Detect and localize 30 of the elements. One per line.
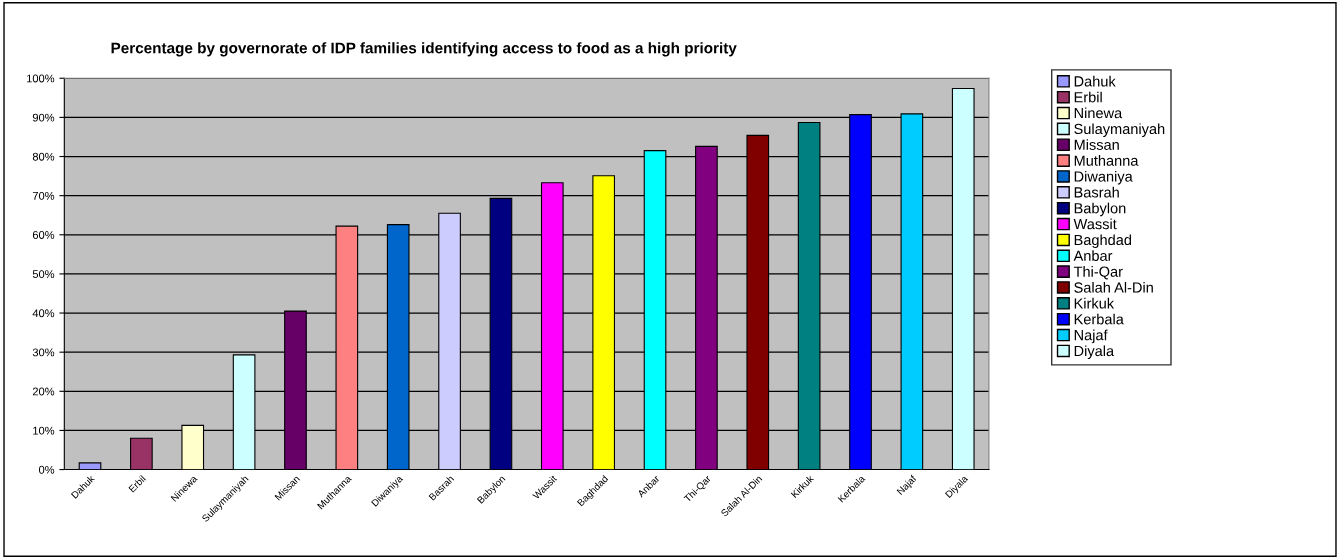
legend-label: Dahuk — [1074, 75, 1116, 87]
legend-label: Najaf — [1074, 329, 1108, 344]
legend-label: Sulaymaniyah — [1074, 123, 1165, 137]
y-tick-label: 80% — [32, 152, 55, 161]
legend-label: Missan — [1074, 139, 1119, 150]
y-tick-label: 50% — [32, 270, 55, 279]
chart-title: Percentage by governorate of IDP families identifying access to food as a high priority — [111, 42, 737, 57]
legend-label: Diyala — [1074, 345, 1115, 360]
y-tick-label: 70% — [32, 191, 55, 200]
legend-label: Wassit — [1073, 218, 1117, 230]
legend-label: Muthanna — [1074, 155, 1139, 166]
y-tick-label: 60% — [32, 231, 55, 239]
y-tick-label: 20% — [32, 387, 55, 396]
legend-label: Salah Al-Din — [1074, 281, 1153, 293]
legend-label: Kirkuk — [1074, 297, 1115, 309]
legend-label: Baghdad — [1074, 234, 1132, 248]
y-tick-label: 40% — [32, 309, 55, 318]
legend-label: Ninewa — [1074, 107, 1123, 119]
legend-label: Kerbala — [1074, 313, 1124, 325]
legend-label: Basrah — [1074, 186, 1119, 198]
legend-label: Diwaniya — [1074, 170, 1133, 185]
legend-label: Babylon — [1074, 202, 1126, 217]
legend-label: Erbil — [1074, 91, 1102, 103]
y-tick-label: 90% — [32, 113, 55, 122]
legend-label: Anbar — [1073, 250, 1113, 261]
y-tick-label: 10% — [33, 426, 55, 435]
y-tick-label: 0% — [38, 465, 55, 474]
y-tick-label: 30% — [32, 348, 55, 357]
y-tick-label: 100% — [27, 74, 55, 83]
legend-label: Thi-Qar — [1073, 266, 1123, 280]
